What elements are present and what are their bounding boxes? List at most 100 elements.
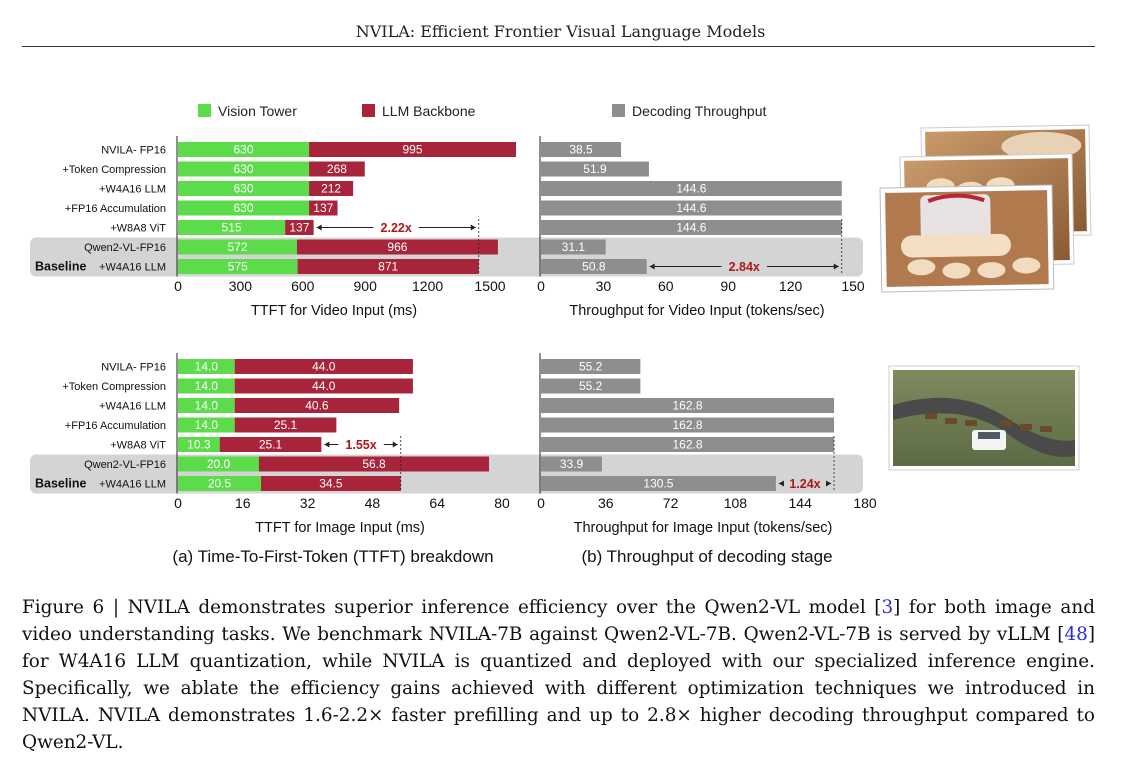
bar-decoding-throughput bbox=[541, 456, 603, 472]
tick-label: 72 bbox=[663, 495, 679, 511]
data-label: 31.1 bbox=[562, 240, 586, 254]
tick-label: 300 bbox=[229, 278, 253, 294]
bar-decoding-throughput bbox=[541, 417, 835, 433]
arrow-head bbox=[470, 224, 476, 231]
chart-0: 630 995 630 268 630 212 630 137 515 137 572 966 575 8… bbox=[174, 136, 516, 319]
data-label: 630 bbox=[234, 182, 254, 196]
bar-vision-tower bbox=[178, 378, 235, 394]
bar-decoding-throughput bbox=[541, 220, 842, 235]
bar-llm-backbone bbox=[285, 220, 314, 235]
chart-3: 55.2 55.2 162.8 162.8 162.8 33.9 130.5 0 36 72 108… bbox=[537, 353, 877, 536]
speedup-annotation: 1.24x bbox=[778, 436, 835, 491]
tick-label: 180 bbox=[853, 495, 877, 511]
data-label: 162.8 bbox=[673, 418, 703, 432]
arrow-head bbox=[649, 263, 655, 270]
tick-label: 1500 bbox=[474, 278, 505, 294]
data-label: 162.8 bbox=[673, 438, 703, 452]
tick-label: 0 bbox=[537, 495, 545, 511]
arrow-head bbox=[316, 224, 322, 231]
row-label: +W8A8 ViT bbox=[110, 440, 166, 452]
tick-label: 0 bbox=[174, 495, 182, 511]
tick-label: 1200 bbox=[412, 278, 443, 294]
tick-label: 16 bbox=[235, 495, 251, 511]
data-label: 14.0 bbox=[195, 360, 219, 374]
tick-label: 600 bbox=[291, 278, 315, 294]
x-axis-title: TTFT for Image Input (ms) bbox=[255, 520, 425, 536]
data-label: 20.5 bbox=[208, 477, 232, 491]
data-label: 137 bbox=[289, 221, 309, 235]
speedup-label: 2.22x bbox=[381, 221, 412, 235]
data-label: 25.1 bbox=[274, 418, 298, 432]
data-label: 51.9 bbox=[583, 162, 607, 176]
tick-label: 0 bbox=[174, 278, 182, 294]
baseline-label: Baseline bbox=[35, 260, 86, 274]
arrow-head bbox=[778, 480, 784, 487]
bar-llm-backbone bbox=[261, 476, 401, 491]
bar-llm-backbone bbox=[234, 359, 413, 374]
citation-link-3[interactable]: 3 bbox=[881, 597, 894, 618]
bar-llm-backbone bbox=[234, 417, 337, 433]
legend-label-decoding: Decoding Throughput bbox=[632, 103, 767, 119]
tick-label: 80 bbox=[494, 495, 510, 511]
bar-vision-tower bbox=[178, 456, 259, 472]
row-label: +Token Compression bbox=[62, 164, 166, 176]
row-label: +W4A16 LLM bbox=[99, 184, 166, 196]
speedup-annotation: 2.84x bbox=[649, 219, 843, 274]
tick-label: 30 bbox=[596, 278, 612, 294]
bar-llm-backbone bbox=[309, 181, 354, 196]
figure-caption: Figure 6 | NVILA demonstrates superior i… bbox=[22, 594, 1095, 756]
tick-label: 60 bbox=[658, 278, 674, 294]
tick-label: 900 bbox=[354, 278, 378, 294]
tick-label: 32 bbox=[300, 495, 316, 511]
data-label: 34.5 bbox=[319, 477, 343, 491]
speedup-label: 2.84x bbox=[729, 260, 760, 274]
subcaption-b: (b) Throughput of decoding stage bbox=[581, 547, 832, 566]
data-label: 515 bbox=[222, 221, 242, 235]
row-label: +FP16 Accumulation bbox=[65, 420, 166, 432]
row-label: Qwen2-VL-FP16 bbox=[84, 459, 166, 471]
legend-swatch-vision bbox=[198, 104, 211, 117]
speedup-label: 1.55x bbox=[345, 438, 376, 452]
bar-decoding-throughput bbox=[541, 142, 622, 157]
bar-llm-backbone bbox=[309, 200, 338, 216]
tick-label: 150 bbox=[841, 278, 865, 294]
tick-label: 108 bbox=[724, 495, 748, 511]
tick-label: 120 bbox=[779, 278, 803, 294]
bar-vision-tower bbox=[178, 359, 235, 374]
tick-label: 90 bbox=[720, 278, 736, 294]
row-label: +FP16 Accumulation bbox=[65, 203, 166, 215]
bar-decoding-throughput bbox=[541, 161, 649, 177]
legend-swatch-decoding bbox=[612, 104, 625, 117]
data-label: 14.0 bbox=[195, 379, 219, 393]
row-label: NVILA- FP16 bbox=[101, 362, 166, 374]
bar-decoding-throughput bbox=[541, 476, 776, 491]
row-label: +W8A8 ViT bbox=[110, 223, 166, 235]
row-label: +Token Compression bbox=[62, 381, 166, 393]
road-elk-image bbox=[888, 365, 1080, 471]
citation-link-48[interactable]: 48 bbox=[1064, 624, 1088, 645]
x-axis-title: Throughput for Image Input (tokens/sec) bbox=[574, 520, 833, 536]
bar-vision-tower bbox=[178, 220, 286, 235]
data-label: 212 bbox=[321, 182, 341, 196]
data-label: 575 bbox=[228, 260, 248, 274]
bar-decoding-throughput bbox=[541, 239, 606, 255]
data-label: 162.8 bbox=[673, 399, 703, 413]
data-label: 44.0 bbox=[312, 379, 336, 393]
subcaption-a: (a) Time-To-First-Token (TTFT) breakdown bbox=[172, 547, 493, 566]
bar-vision-tower bbox=[178, 161, 310, 177]
bar-vision-tower bbox=[178, 142, 310, 157]
header-rule bbox=[22, 46, 1095, 47]
data-label: 144.6 bbox=[676, 182, 706, 196]
data-label: 14.0 bbox=[195, 418, 219, 432]
row-label: NVILA- FP16 bbox=[101, 145, 166, 157]
tick-label: 144 bbox=[789, 495, 813, 511]
caption-rest: ] for W4A16 LLM quantization, while NVIL… bbox=[22, 624, 1095, 753]
data-label: 40.6 bbox=[305, 399, 329, 413]
data-label: 14.0 bbox=[195, 399, 219, 413]
data-label: 56.8 bbox=[362, 457, 386, 471]
data-label: 44.0 bbox=[312, 360, 336, 374]
bar-llm-backbone bbox=[219, 437, 322, 452]
data-label: 966 bbox=[387, 240, 407, 254]
bar-vision-tower bbox=[178, 476, 262, 491]
data-label: 10.3 bbox=[187, 438, 211, 452]
